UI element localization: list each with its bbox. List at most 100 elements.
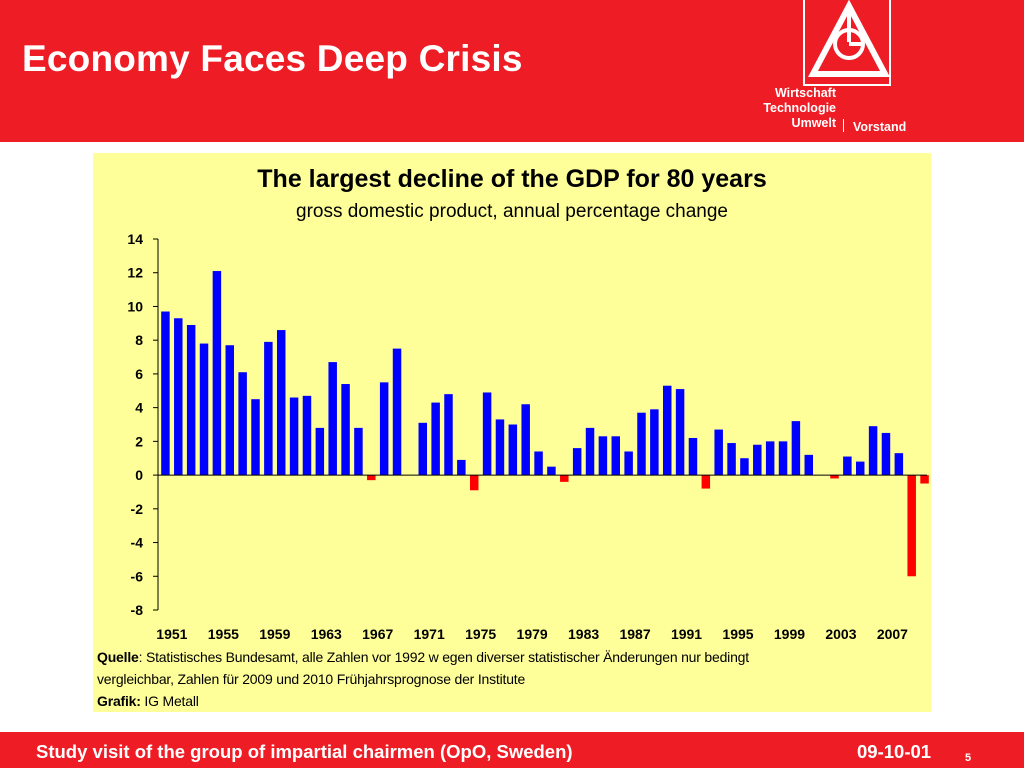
y-tick-label: 12 — [127, 265, 143, 281]
bar-1960 — [276, 330, 286, 476]
igm-logo-icon — [808, 0, 890, 77]
source-note: Quelle: Statistisches Bundesamt, alle Za… — [97, 649, 749, 665]
y-tick-label: 2 — [135, 433, 143, 449]
graphic-credit: Grafik: IG Metall — [97, 693, 199, 709]
footer-text: Study visit of the group of impartial ch… — [36, 741, 573, 762]
y-tick-label: 6 — [135, 366, 143, 382]
bar-1994 — [714, 429, 723, 476]
dept-line-2: Technologie — [763, 101, 836, 115]
bar-1969 — [392, 348, 402, 476]
graphic-credit-text: IG Metall — [140, 693, 199, 709]
bar-1995 — [727, 443, 736, 476]
bar-1985 — [598, 436, 608, 476]
x-tick-label: 1959 — [259, 626, 290, 642]
bar-1978 — [508, 424, 518, 476]
bar-1951 — [161, 311, 170, 476]
bar-1988 — [637, 412, 646, 476]
bar-1971 — [418, 422, 428, 476]
bar-1968 — [379, 382, 389, 476]
source-label: Quelle — [97, 649, 139, 665]
header-bar: Economy Faces Deep Crisis Wirtschaft Tec… — [0, 0, 1024, 142]
bar-1992 — [688, 437, 698, 476]
y-tick-label: -4 — [131, 535, 144, 551]
x-tick-label: 1955 — [208, 626, 239, 642]
y-tick-label: 8 — [135, 332, 143, 348]
bar-1965 — [341, 384, 350, 476]
bar-1957 — [238, 372, 247, 476]
bar-2010 — [920, 475, 929, 484]
source-note-continued: vergleichbar, Zahlen für 2009 und 2010 F… — [97, 671, 526, 687]
source-text: : Statistisches Bundesamt, alle Zahlen v… — [138, 649, 750, 665]
bar-1977 — [495, 419, 505, 476]
y-tick-label: -6 — [131, 568, 144, 584]
x-tick-label: 1971 — [414, 626, 445, 642]
chart-panel: The largest decline of the GDP for 80 ye… — [93, 153, 931, 712]
bar-1966 — [354, 427, 363, 476]
x-tick-label: 1951 — [156, 626, 187, 642]
bar-1961 — [289, 397, 299, 476]
dept-line-3: Umwelt — [791, 116, 836, 130]
y-tick-label: 10 — [127, 298, 143, 314]
gdp-bar-chart: 14 12 10 8 6 4 2 0 -2 -4 -6 -8 1951 1955 1959 1963 1967 1… — [127, 231, 929, 642]
bar-1979 — [521, 404, 530, 476]
chart-title: The largest decline of the GDP for 80 ye… — [257, 165, 767, 193]
bar-2004 — [843, 456, 852, 476]
bar-1954 — [199, 343, 209, 476]
bar-1980 — [534, 451, 543, 476]
bar-2005 — [855, 461, 865, 476]
bar-1981 — [547, 466, 556, 476]
footer-date: 09-10-01 — [857, 741, 932, 762]
bar-2001 — [804, 454, 814, 476]
bar-1972 — [431, 402, 440, 476]
x-tick-label: 1987 — [619, 626, 650, 642]
x-tick-label: 1999 — [774, 626, 805, 642]
y-tick-label: 4 — [135, 400, 143, 416]
department-label: Wirtschaft Technologie Umwelt — [716, 86, 836, 131]
bar-1967 — [367, 475, 376, 481]
x-tick-label: 1979 — [517, 626, 548, 642]
bar-1982 — [560, 475, 569, 482]
x-tick-label: 1967 — [362, 626, 393, 642]
dept-line-1: Wirtschaft — [774, 86, 836, 100]
bar-2007 — [881, 432, 891, 476]
x-tick-label: 2007 — [877, 626, 908, 642]
bar-1973 — [444, 394, 453, 476]
x-tick-label: 1983 — [568, 626, 599, 642]
bar-1989 — [650, 409, 659, 476]
x-tick-label: 1975 — [465, 626, 496, 642]
bar-2008 — [894, 453, 904, 476]
bar-1963 — [315, 427, 325, 476]
chart-subtitle: gross domestic product, annual percentag… — [296, 201, 728, 222]
bar-1991 — [675, 389, 685, 476]
bar-1990 — [662, 385, 672, 476]
bar-1993 — [701, 475, 711, 489]
bar-1975 — [469, 475, 479, 491]
bar-2003 — [830, 475, 839, 479]
page-number: 5 — [965, 752, 972, 764]
y-tick-label: -2 — [131, 501, 144, 517]
bar-1998 — [765, 441, 775, 476]
department-divider — [843, 119, 844, 132]
y-tick-label: -8 — [131, 602, 144, 618]
x-tick-label: 2003 — [825, 626, 856, 642]
bar-1964 — [328, 362, 337, 476]
y-tick-label: 14 — [127, 231, 143, 247]
bar-1984 — [585, 427, 595, 476]
bar-1997 — [753, 444, 762, 476]
bar-1955 — [212, 271, 222, 476]
x-tick-label: 1995 — [722, 626, 753, 642]
bar-1962 — [302, 395, 312, 476]
bar-1983 — [572, 448, 582, 476]
bar-1976 — [482, 392, 492, 476]
bar-1996 — [740, 458, 749, 476]
bar-1974 — [457, 459, 466, 476]
bar-1952 — [174, 318, 183, 476]
igm-logo — [803, 0, 891, 86]
x-tick-label: 1963 — [311, 626, 342, 642]
bar-2009 — [907, 475, 916, 577]
bar-1953 — [186, 325, 196, 476]
vorstand-label: Vorstand — [853, 120, 907, 134]
bar-2006 — [868, 426, 878, 476]
bar-1959 — [264, 341, 273, 476]
page-title: Economy Faces Deep Crisis — [22, 38, 523, 79]
